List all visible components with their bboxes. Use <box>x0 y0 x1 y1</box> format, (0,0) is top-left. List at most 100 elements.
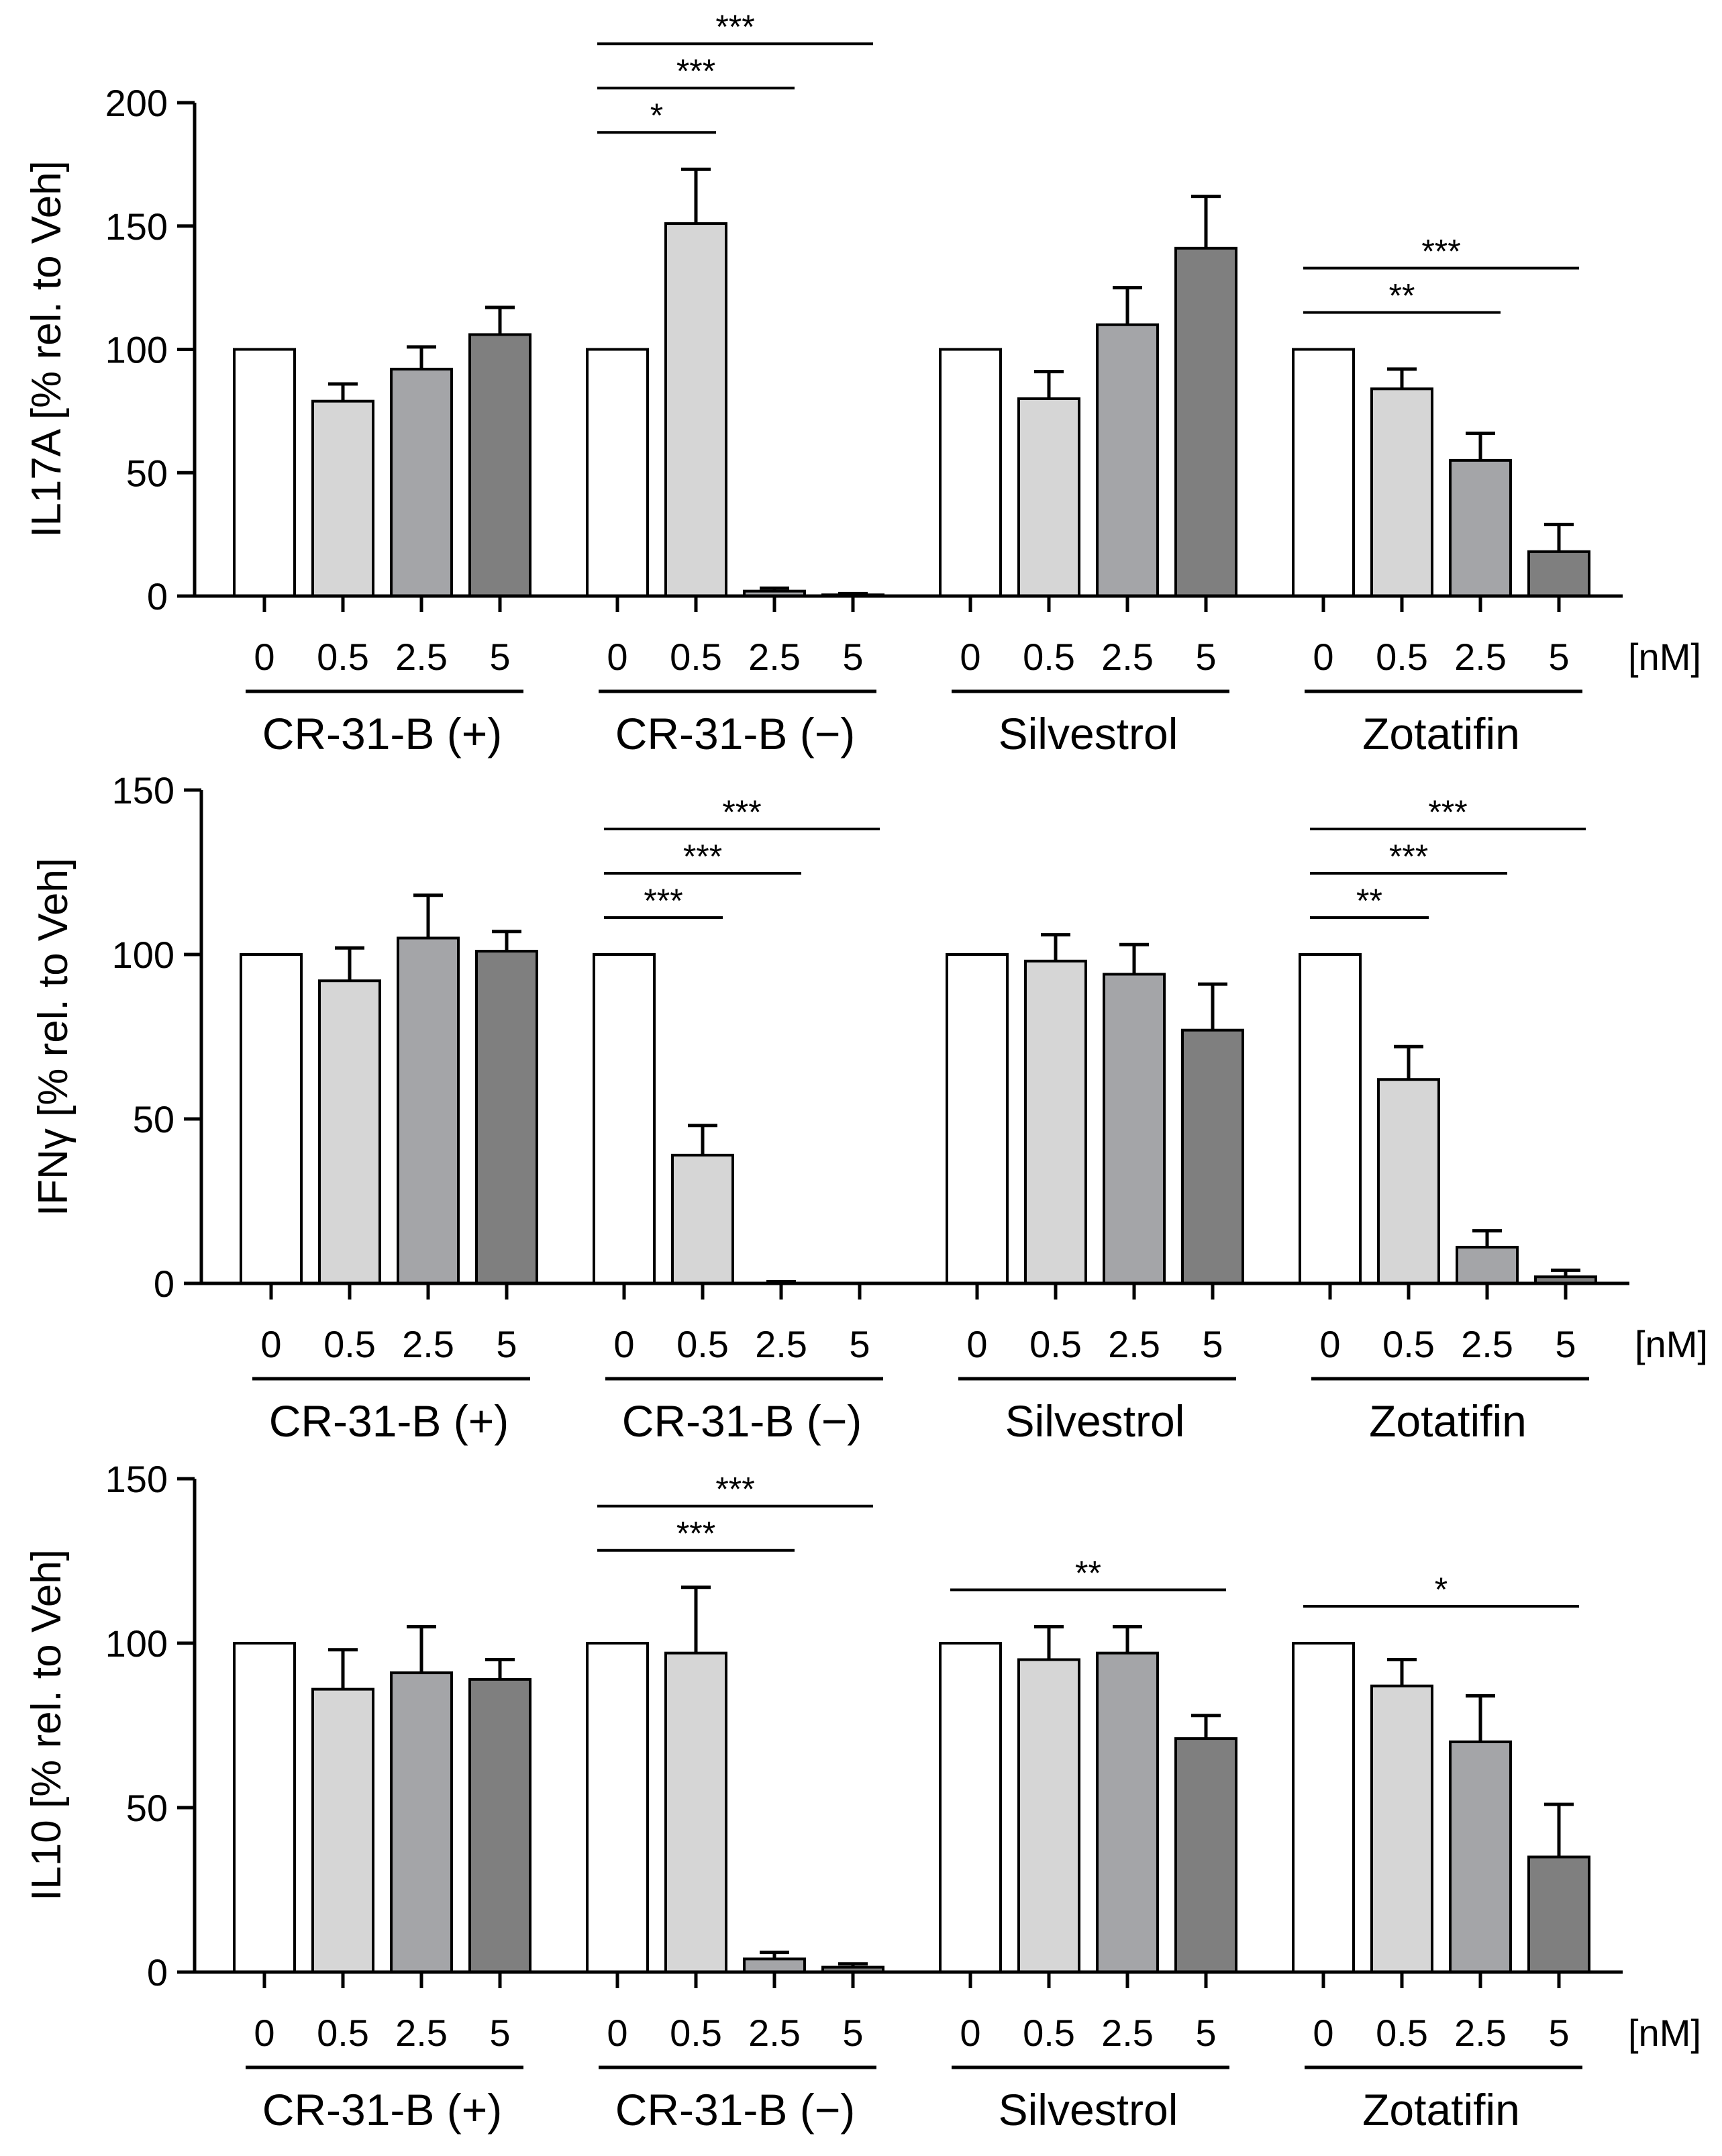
dose-label: 0 <box>966 1323 987 1365</box>
bar-zotatifin-0 <box>1292 348 1355 597</box>
bar-zotatifin-0.5 <box>1377 1078 1440 1285</box>
dose-label: 2.5 <box>1461 1323 1513 1365</box>
dose-label: 0 <box>607 636 627 678</box>
dose-label: 0 <box>254 636 274 678</box>
dose-label: 0.5 <box>323 1323 376 1365</box>
dose-label: 0.5 <box>1376 2012 1428 2054</box>
bar-zotatifin-2.5 <box>1449 1741 1512 1973</box>
dose-label: 5 <box>1548 636 1569 678</box>
dose-label: 5 <box>1202 1323 1223 1365</box>
dose-label: 5 <box>849 1323 870 1365</box>
dose-label: 5 <box>1548 2012 1569 2054</box>
significance-label: *** <box>722 793 761 831</box>
dose-label: 2.5 <box>395 2012 448 2054</box>
dose-label: 0 <box>1313 636 1333 678</box>
bar-cr-31-b--5 <box>468 333 531 597</box>
dose-label: 0 <box>1319 1323 1340 1365</box>
dose-label: 5 <box>496 1323 517 1365</box>
dose-label: 5 <box>489 636 510 678</box>
significance-label: *** <box>1421 233 1460 271</box>
significance-label: *** <box>1389 838 1428 875</box>
bar-cr-31-b--0.5 <box>671 1153 734 1285</box>
significance-label: ** <box>1075 1555 1101 1592</box>
y-tick-label: 150 <box>105 205 168 248</box>
dose-label: 5 <box>489 2012 510 2054</box>
bar-zotatifin-0 <box>1292 1642 1355 1973</box>
dose-label: 2.5 <box>1108 1323 1160 1365</box>
bar-cr-31-b--0 <box>586 1642 649 1973</box>
group-label: Zotatifin <box>1362 2085 1520 2135</box>
significance-label: *** <box>676 52 715 90</box>
significance-label: *** <box>1428 793 1467 831</box>
dose-label: 0.5 <box>1023 636 1075 678</box>
bar-cr-31-b--0 <box>593 953 656 1285</box>
dose-label: 0.5 <box>1376 636 1428 678</box>
bar-silvestrol-0.5 <box>1017 397 1080 597</box>
unit-label: [nM] <box>1628 2012 1701 2054</box>
unit-label: [nM] <box>1628 636 1701 678</box>
significance-label: *** <box>644 882 682 920</box>
dose-label: 2.5 <box>748 2012 801 2054</box>
bar-silvestrol-0.5 <box>1024 959 1087 1285</box>
y-tick-label: 50 <box>126 452 168 494</box>
bar-cr-31-b--0.5 <box>311 399 374 597</box>
bar-silvestrol-0.5 <box>1017 1658 1080 1973</box>
bar-silvestrol-5 <box>1181 1028 1244 1285</box>
bar-cr-31-b--2.5 <box>390 1671 453 1974</box>
group-label: Silvestrol <box>1005 1396 1185 1446</box>
dose-label: 0.5 <box>317 2012 369 2054</box>
significance-label: ** <box>1389 277 1415 315</box>
bar-silvestrol-2.5 <box>1103 973 1166 1285</box>
bar-cr-31-b--0 <box>586 348 649 597</box>
bar-cr-31-b--0 <box>233 1642 296 1973</box>
dose-label: 0.5 <box>1029 1323 1082 1365</box>
dose-label: 0 <box>1313 2012 1333 2054</box>
significance-label: ** <box>1356 882 1382 920</box>
significance-label: *** <box>715 8 754 46</box>
significance-label: *** <box>715 1471 754 1508</box>
significance-label: *** <box>676 1515 715 1553</box>
y-tick-label: 150 <box>112 769 174 812</box>
dose-label: 5 <box>1555 1323 1576 1365</box>
bar-cr-31-b--0 <box>233 348 296 597</box>
dose-label: 0.5 <box>317 636 369 678</box>
dose-label: 2.5 <box>395 636 448 678</box>
bar-silvestrol-2.5 <box>1096 323 1159 597</box>
significance-label: * <box>1435 1571 1448 1608</box>
dose-label: 0 <box>260 1323 281 1365</box>
group-label: CR-31-B (−) <box>622 1396 862 1446</box>
dose-label: 2.5 <box>402 1323 454 1365</box>
bar-cr-31-b--0.5 <box>664 1651 727 1973</box>
unit-label: [nM] <box>1635 1323 1708 1365</box>
y-tick-label: 200 <box>105 82 168 124</box>
y-axis-label: IFNγ [% rel. to Veh] <box>30 858 77 1216</box>
bar-cr-31-b--2.5 <box>390 367 453 598</box>
dose-label: 2.5 <box>1454 636 1507 678</box>
dose-label: 0.5 <box>670 2012 722 2054</box>
dose-label: 2.5 <box>1101 2012 1154 2054</box>
dose-label: 0 <box>960 2012 980 2054</box>
bar-cr-31-b--2.5 <box>397 936 460 1285</box>
y-tick-label: 0 <box>147 1951 168 1994</box>
bar-cr-31-b--2.5 <box>743 1957 806 1973</box>
significance-label: * <box>650 97 663 134</box>
group-label: CR-31-B (−) <box>615 709 856 758</box>
dose-label: 0.5 <box>670 636 722 678</box>
y-tick-label: 50 <box>133 1098 174 1140</box>
bar-zotatifin-0.5 <box>1370 1684 1433 1973</box>
bar-zotatifin-0.5 <box>1370 387 1433 597</box>
bar-cr-31-b--0 <box>240 953 303 1285</box>
group-label: Zotatifin <box>1369 1396 1527 1446</box>
dose-label: 0 <box>960 636 980 678</box>
y-axis-label: IL17A [% rel. to Veh] <box>23 160 70 538</box>
y-axis-label: IL10 [% rel. to Veh] <box>23 1549 70 1901</box>
group-label: CR-31-B (+) <box>262 2085 503 2135</box>
group-label: Zotatifin <box>1362 709 1520 758</box>
bar-silvestrol-5 <box>1174 1737 1237 1974</box>
bar-silvestrol-5 <box>1174 246 1237 597</box>
bar-zotatifin-2.5 <box>1456 1246 1519 1285</box>
